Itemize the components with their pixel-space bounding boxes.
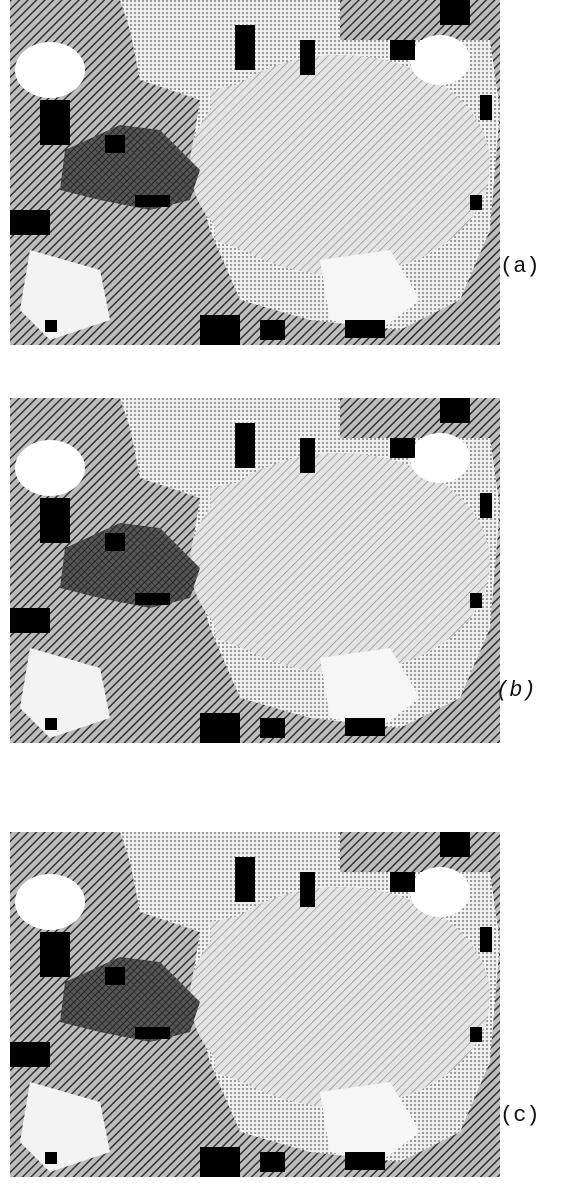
label-b: (b) (496, 678, 536, 703)
image-c (10, 832, 500, 1177)
figure: (a) (b) (c) (0, 0, 567, 1185)
label-c: (c) (500, 1103, 540, 1128)
page: (a) (b) (c) (() => { const data = JSON.p… (0, 0, 567, 1185)
image-a (10, 0, 500, 345)
label-a: (a) (500, 254, 540, 279)
image-b (10, 398, 500, 743)
